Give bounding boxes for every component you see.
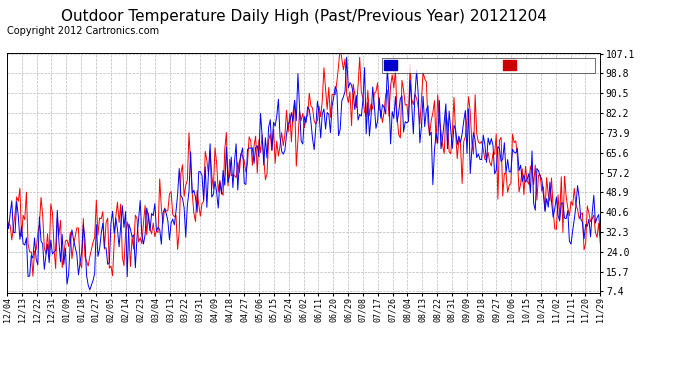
Legend: Previous  (°F), Past  (°F): Previous (°F), Past (°F) [382,58,595,73]
Text: Copyright 2012 Cartronics.com: Copyright 2012 Cartronics.com [7,26,159,36]
Text: Outdoor Temperature Daily High (Past/Previous Year) 20121204: Outdoor Temperature Daily High (Past/Pre… [61,9,546,24]
